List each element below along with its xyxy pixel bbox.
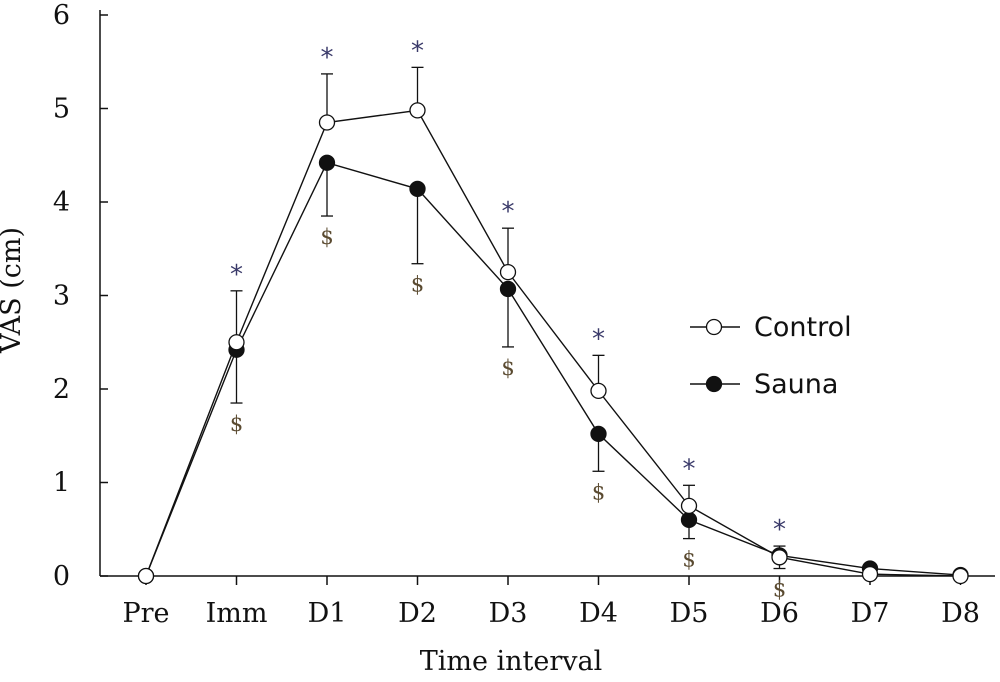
x-tick-label: D5 [670, 598, 709, 629]
control-point [409, 102, 426, 119]
axes [99, 10, 995, 577]
asterisk-marker: * [502, 197, 515, 227]
x-tick-label: D4 [579, 598, 618, 629]
dollar-marker: $ [411, 273, 424, 297]
control-point [952, 567, 969, 585]
control-point [771, 549, 788, 566]
x-axis-label: Time interval [420, 646, 603, 677]
asterisk-marker: * [683, 454, 696, 484]
y-tick-label: 4 [53, 187, 70, 218]
dollar-marker: $ [773, 578, 786, 602]
control-point [499, 263, 517, 281]
dollar-marker: $ [320, 225, 333, 249]
y-tick-label: 2 [53, 374, 70, 405]
x-tick-label: D7 [851, 598, 890, 629]
y-axis-label: VAS (cm) [0, 227, 27, 354]
control-point [680, 497, 698, 515]
y-axis-ticks: 0 1 2 3 4 5 6 [53, 0, 108, 592]
dollar-marker: $ [501, 356, 514, 380]
y-tick-label: 1 [53, 468, 70, 499]
x-axis-ticks: Pre Imm D1 D2 D3 D4 D5 D6 D7 D8 [122, 576, 980, 629]
control-series-line [145, 109, 961, 577]
x-tick-label: D3 [489, 598, 528, 629]
legend-control-label: Control [754, 312, 852, 343]
control-point [228, 334, 245, 351]
x-tick-label: D6 [760, 598, 799, 629]
y-tick-label: 5 [53, 94, 70, 125]
asterisk-marker: * [411, 36, 424, 66]
asterisk-marker: * [773, 515, 786, 545]
asterisk-marker: * [321, 43, 334, 73]
error-bars [230, 66, 786, 570]
x-tick-label: Imm [206, 598, 268, 629]
dollar-marker: $ [682, 548, 695, 572]
x-tick-label: D8 [941, 598, 980, 629]
x-tick-label: D2 [398, 598, 437, 629]
x-tick-label: D1 [308, 598, 347, 629]
asterisk-marker: * [230, 260, 243, 290]
sauna-point [680, 511, 698, 529]
control-point [318, 114, 336, 131]
dollar-marker: $ [230, 412, 243, 436]
asterisk-marker: * [592, 324, 605, 354]
legend-control-marker [705, 318, 723, 336]
sauna-point [318, 154, 336, 171]
control-point [137, 567, 155, 585]
sauna-point [409, 180, 426, 198]
sauna-point [590, 425, 607, 443]
control-point [590, 382, 607, 400]
sauna-point [499, 280, 517, 298]
legend-sauna-label: Sauna [754, 369, 838, 400]
significance-markers: * * * * * * * $ $ $ $ $ $ $ [230, 36, 786, 601]
data-points [137, 102, 969, 585]
y-tick-label: 6 [53, 0, 70, 31]
control-point [861, 565, 879, 583]
y-tick-label: 0 [53, 561, 70, 592]
y-tick-label: 3 [53, 281, 70, 312]
dollar-marker: $ [592, 480, 605, 504]
legend-sauna-marker [705, 375, 723, 393]
x-tick-label: Pre [122, 598, 169, 629]
series-lines [145, 109, 961, 577]
sauna-series-line [145, 161, 961, 577]
legend: Control Sauna [690, 312, 852, 400]
